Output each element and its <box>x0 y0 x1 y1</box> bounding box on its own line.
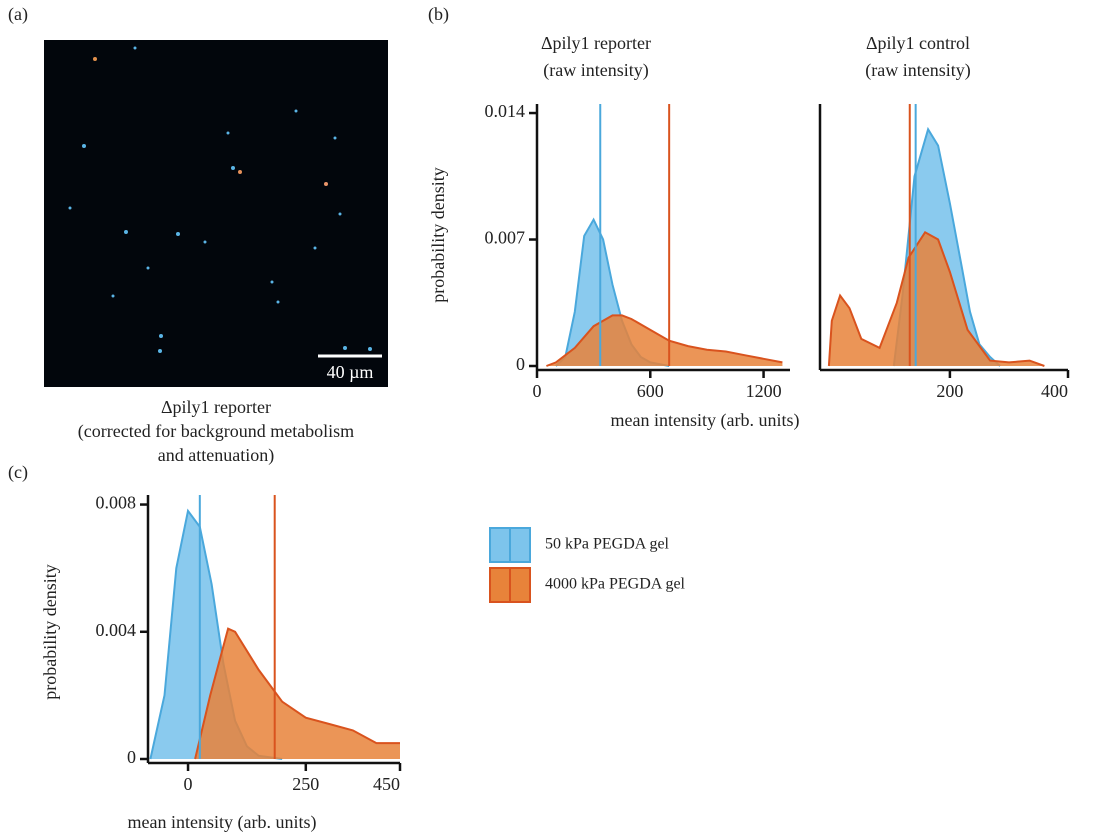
x-tick-label: 600 <box>637 381 664 401</box>
y-axis-label: probability density <box>428 167 448 302</box>
scale-bar-label: 40 µm <box>327 362 374 382</box>
x-axis-label: mean intensity (arb. units) <box>128 812 317 833</box>
y-tick-label: 0.014 <box>485 101 526 121</box>
chart-title: Δpily1 control <box>866 33 970 53</box>
y-tick-label: 0 <box>127 747 136 767</box>
image-caption: and attenuation) <box>158 445 274 466</box>
y-tick-label: 0.007 <box>485 228 526 248</box>
image-caption: (corrected for background metabolism <box>78 421 354 442</box>
image-caption: Δpily1 reporter <box>161 397 271 417</box>
panel-label: (a) <box>8 4 28 25</box>
y-tick-label: 0 <box>516 354 525 374</box>
legend-label: 50 kPa PEGDA gel <box>545 536 670 553</box>
x-tick-label: 400 <box>1041 381 1068 401</box>
x-tick-label: 1200 <box>746 381 782 401</box>
x-axis-label: mean intensity (arb. units) <box>611 410 800 431</box>
panel-label: (c) <box>8 462 28 483</box>
x-tick-label: 0 <box>533 381 542 401</box>
x-tick-label: 0 <box>184 774 193 794</box>
legend-label: 4000 kPa PEGDA gel <box>545 576 686 593</box>
density-fill <box>829 232 1045 366</box>
micrograph: 40 µm <box>44 40 388 387</box>
y-axis-label: probability density <box>40 564 60 699</box>
chart-title: (raw intensity) <box>543 60 648 81</box>
y-tick-label: 0.004 <box>96 620 137 640</box>
y-tick-label: 0.008 <box>96 493 137 513</box>
x-tick-label: 200 <box>936 381 963 401</box>
x-tick-label: 250 <box>292 774 319 794</box>
chart-title: Δpily1 reporter <box>541 33 651 53</box>
x-tick-label: 450 <box>373 774 400 794</box>
panel-label: (b) <box>428 4 449 25</box>
chart-title: (raw intensity) <box>865 60 970 81</box>
image-background <box>44 40 388 387</box>
figure: (a) (b) (c) 40 µm Δpily1 reporter (corre… <box>0 0 1095 837</box>
